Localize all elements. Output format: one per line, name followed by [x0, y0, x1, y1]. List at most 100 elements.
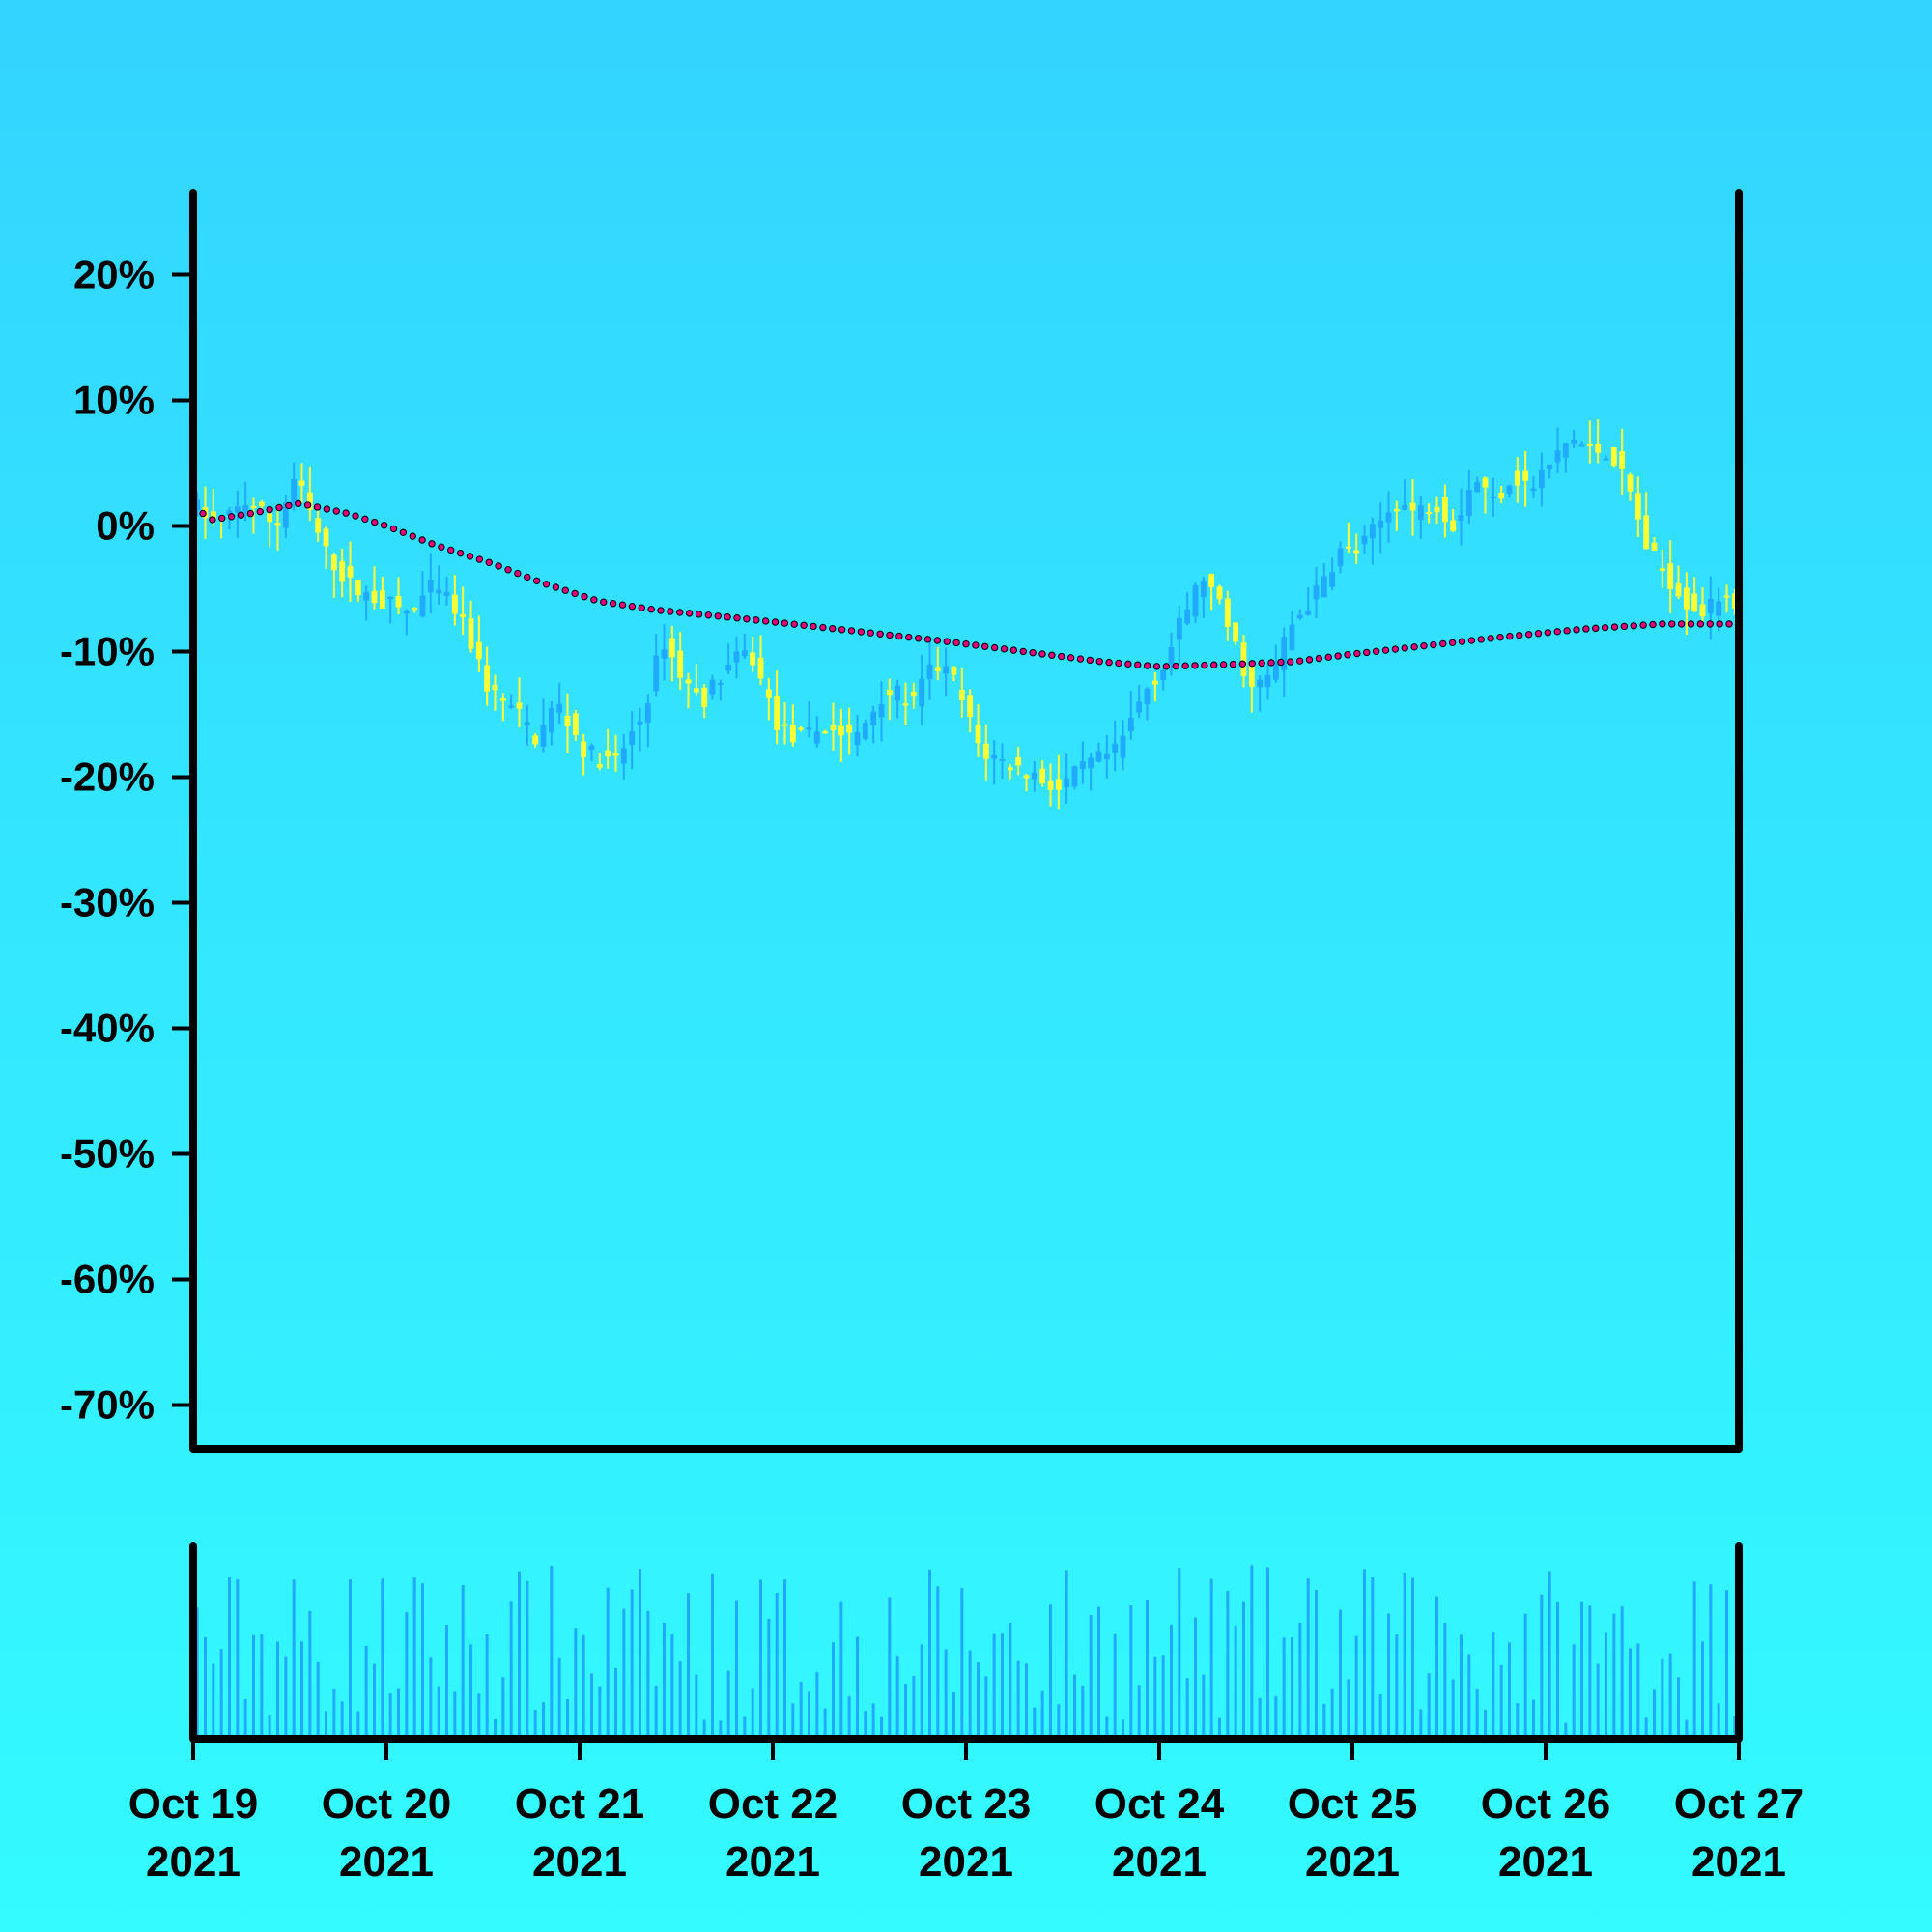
volume-bar [1105, 1716, 1109, 1739]
candle-body [895, 685, 901, 701]
candle-body [1458, 515, 1464, 522]
volume-bar [1492, 1632, 1495, 1739]
ma-point [1066, 654, 1075, 662]
candle-body [733, 651, 740, 663]
ma-point [600, 598, 608, 606]
candle-body [1200, 580, 1207, 598]
candle-body [975, 724, 981, 744]
ma-point [1076, 655, 1085, 663]
candle-body [572, 713, 579, 735]
volume-bar [759, 1579, 762, 1739]
ma-point [475, 555, 484, 563]
candle-body [822, 731, 829, 734]
candle-body [1522, 470, 1529, 481]
x-tick-label-date: Oct 21 [515, 1780, 645, 1828]
candle-body [379, 590, 385, 609]
volume-bar [1363, 1569, 1366, 1739]
candle-body [967, 695, 974, 718]
volume-bar [1540, 1594, 1544, 1739]
candle-body [774, 696, 781, 730]
volume-bar [1354, 1635, 1358, 1739]
volume-bar [1612, 1613, 1616, 1739]
ma-point [838, 626, 846, 634]
candle-body [427, 579, 434, 593]
candle-body [564, 715, 571, 726]
ma-point [466, 553, 474, 560]
volume-bar [936, 1586, 940, 1739]
ma-point [1496, 633, 1504, 641]
candle-body [637, 721, 643, 725]
ma-point [275, 503, 283, 512]
volume-bar [349, 1579, 352, 1739]
volume-bar [212, 1663, 215, 1739]
candle-body [1031, 772, 1037, 780]
volume-bar [1194, 1617, 1197, 1739]
candle-body [596, 764, 603, 768]
candle-body [1272, 663, 1279, 680]
x-tick-label-date: Oct 23 [901, 1780, 1032, 1828]
ma-point [1430, 640, 1437, 649]
x-tick-label-date: Oct 25 [1288, 1780, 1418, 1828]
candle-body [999, 758, 1006, 761]
volume-bar [856, 1636, 859, 1739]
candle-body [1619, 451, 1626, 469]
candle-body [1586, 443, 1593, 446]
x-tick-label-date: Oct 26 [1481, 1780, 1611, 1828]
volume-bar [501, 1677, 505, 1739]
candle-body [1547, 464, 1553, 469]
ma-point [1524, 630, 1533, 639]
volume-bar [783, 1579, 786, 1739]
volume-bar [1033, 1707, 1037, 1739]
ma-point [1592, 624, 1600, 633]
volume-bar [1347, 1679, 1350, 1739]
volume-bar [1339, 1609, 1342, 1739]
volume-bar [1234, 1625, 1237, 1739]
ma-point [743, 615, 751, 623]
volume-bar [639, 1569, 641, 1739]
candle-body [1136, 701, 1143, 713]
ma-point [1019, 647, 1027, 656]
moving-average-series [199, 499, 1733, 670]
volume-bar [1089, 1614, 1093, 1739]
candle-body [1578, 444, 1585, 447]
ma-point [389, 525, 398, 533]
volume-bar [977, 1662, 980, 1739]
ma-point [1439, 639, 1447, 648]
candle-body [1079, 761, 1086, 770]
volume-bar [1499, 1664, 1503, 1739]
volume-bar [1209, 1578, 1213, 1739]
volume-bar [236, 1579, 240, 1739]
volume-bar [702, 1719, 706, 1739]
candle-body [524, 722, 530, 725]
candle-body [1088, 757, 1094, 769]
volume-bar [871, 1703, 875, 1739]
volume-bar [1733, 1715, 1737, 1739]
ma-point [867, 629, 874, 637]
ma-point [1573, 626, 1580, 634]
volume-bar [1146, 1599, 1149, 1739]
candle-body [789, 724, 796, 743]
volume-bar [984, 1676, 988, 1739]
candle-body [556, 703, 563, 713]
volume-bar [815, 1672, 819, 1739]
candle-body [813, 731, 820, 744]
volume-bar [526, 1580, 529, 1739]
volume-bar [1330, 1688, 1334, 1739]
volume-bar [1685, 1719, 1689, 1739]
candle-body [210, 511, 216, 520]
candle-body [1039, 768, 1046, 784]
volume-bar [397, 1688, 400, 1739]
volume-bar [485, 1634, 489, 1739]
candle-body [750, 652, 756, 666]
candle-body [1160, 669, 1167, 681]
ma-point [1420, 641, 1428, 650]
ma-point [1295, 657, 1304, 665]
volume-bar [1572, 1644, 1576, 1739]
volume-bar [735, 1600, 738, 1739]
ma-point [1448, 639, 1457, 647]
volume-bar [847, 1695, 851, 1739]
volume-bar [1322, 1703, 1326, 1739]
ma-point [218, 514, 226, 523]
y-tick-label: 0% [96, 503, 155, 549]
volume-bar [1057, 1704, 1061, 1739]
